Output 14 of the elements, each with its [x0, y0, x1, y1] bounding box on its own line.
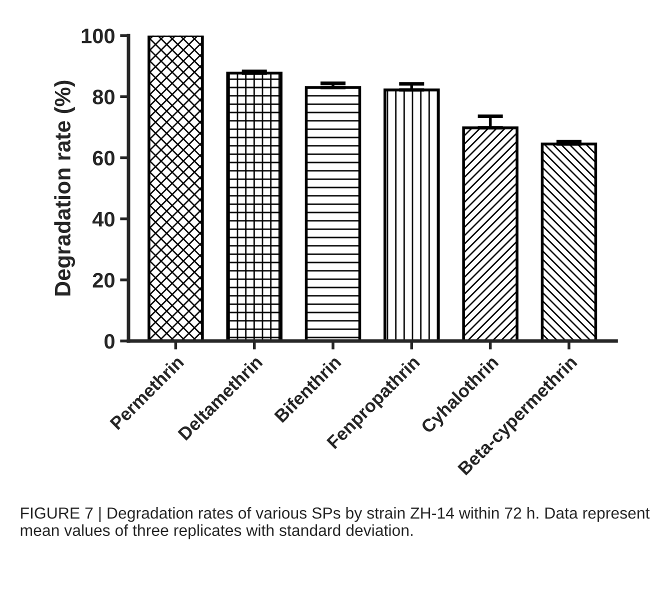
- bar: [148, 36, 204, 341]
- caption: FIGURE 7 | Degradation rates of various SPs by strain ZH-14 within 72 h. Data represent mean values of three replicates with standard deviation.: [20, 507, 650, 540]
- bar: [540, 142, 598, 341]
- y-tick-label: 40: [92, 212, 114, 227]
- bar: [384, 88, 440, 341]
- y-tick-label: 100: [82, 28, 114, 44]
- y-tick-label: 80: [92, 90, 114, 104]
- y-axis-title: Degradation rate (%): [54, 80, 75, 296]
- bar: [462, 126, 518, 341]
- bar: [304, 86, 362, 341]
- y-tick-label: 0: [104, 334, 114, 349]
- y-tick-label: 60: [92, 150, 114, 166]
- y-tick-label: 20: [92, 272, 114, 288]
- bar: [226, 72, 282, 341]
